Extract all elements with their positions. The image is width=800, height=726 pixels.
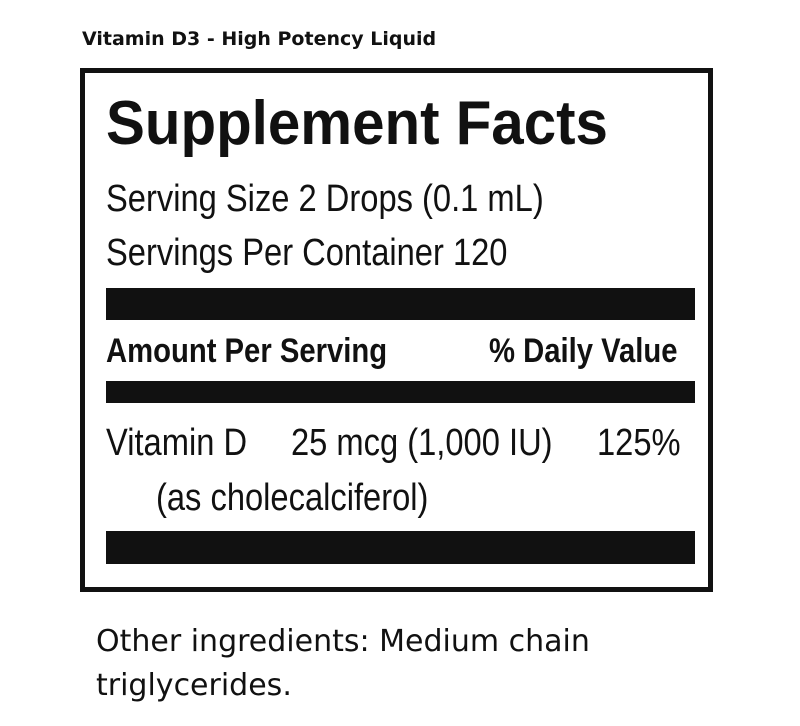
panel-heading: Supplement Facts <box>106 89 608 158</box>
thick-divider <box>106 288 695 320</box>
amount-header: Amount Per Serving <box>106 332 388 370</box>
other-ingredients-line: Other ingredients: Medium chain <box>96 624 590 659</box>
nutrient-amount: 25 mcg (1,000 IU) <box>291 422 553 464</box>
nutrient-dv: 125% <box>597 422 681 464</box>
supplement-facts-panel <box>80 68 713 592</box>
servings-per-container: Servings Per Container 120 <box>106 232 508 274</box>
other-ingredients-line: triglycerides. <box>96 668 292 703</box>
nutrient-name: Vitamin D <box>106 422 248 464</box>
product-title: Vitamin D3 - High Potency Liquid <box>82 28 437 50</box>
divider <box>106 381 695 403</box>
bottom-divider <box>106 531 695 564</box>
serving-size: Serving Size 2 Drops (0.1 mL) <box>106 178 544 220</box>
nutrient-form: (as cholecalciferol) <box>156 477 429 519</box>
dv-header: % Daily Value <box>489 332 678 370</box>
other-ingredients: Other ingredients: Medium chain triglyce… <box>96 620 590 708</box>
